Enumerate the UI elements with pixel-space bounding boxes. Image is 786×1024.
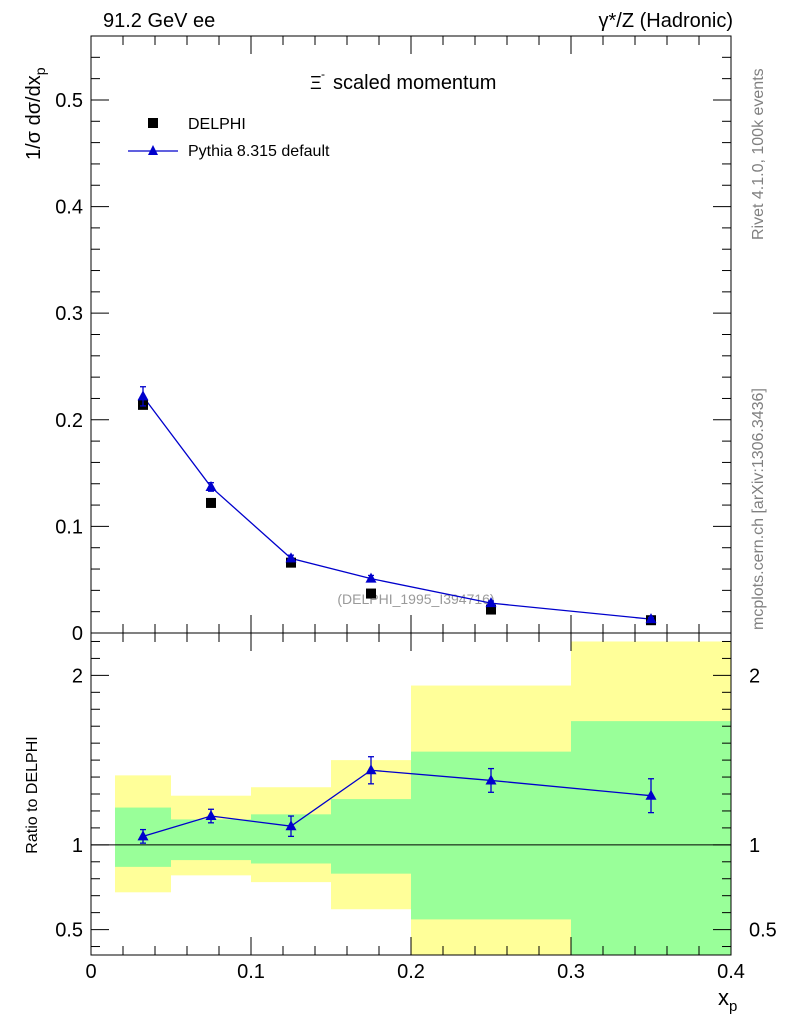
analysis-watermark: (DELPHI_1995_I394716) xyxy=(337,591,494,607)
main-ytick-label: 0.4 xyxy=(55,197,83,219)
energy-label: 91.2 GeV ee xyxy=(103,10,215,32)
pythia-point xyxy=(205,480,217,491)
title-text: scaled momentum xyxy=(333,72,496,94)
ratio-ytick-label-right: 0.5 xyxy=(749,920,777,942)
ratio-line xyxy=(142,769,652,837)
pythia-point xyxy=(485,597,497,608)
ratio-band-inner xyxy=(171,819,251,861)
title-symbol: Ξ xyxy=(310,73,322,93)
ratio-ytick-label: 1 xyxy=(72,835,83,857)
delphi-point xyxy=(486,604,496,615)
ratio-axis-ticks: 0.5 0.5 1 1 2 2 0 0.1 0.2 0.3 0.4 xyxy=(55,633,777,983)
ratio-band-inner xyxy=(571,721,731,955)
main-ytick-label: 0.3 xyxy=(55,303,83,325)
main-ylabel-text: 1/σ dσ/dxp xyxy=(23,67,48,160)
main-axis-ticks: 0 0.1 0.2 0.3 0.4 0.5 xyxy=(55,35,732,645)
xtick-label: 0 xyxy=(85,961,96,983)
xlabel: xp xyxy=(718,985,737,1015)
ratio-ytick-label: 0.5 xyxy=(55,920,83,942)
ratio-data-layer xyxy=(137,756,657,844)
main-ytick-label: 0.1 xyxy=(55,516,83,538)
main-data-layer xyxy=(137,386,657,626)
ratio-band-inner xyxy=(331,799,411,874)
ratio-ytick-label: 2 xyxy=(72,665,83,687)
pythia-line xyxy=(142,395,652,620)
pythia-point xyxy=(137,390,149,401)
ratio-point xyxy=(645,789,657,800)
xtick-label: 0.2 xyxy=(397,961,425,983)
main-ytick-label: 0 xyxy=(72,623,83,645)
ratio-uncertainty-bands xyxy=(115,641,731,955)
title-superscript: - xyxy=(321,67,325,81)
delphi-point xyxy=(366,588,376,599)
legend-label-pythia: Pythia 8.315 default xyxy=(188,143,330,160)
pythia-point xyxy=(285,552,297,563)
ratio-plot-frame xyxy=(90,632,732,956)
legend-marker-pythia xyxy=(148,145,158,155)
xtick-label: 0.1 xyxy=(237,961,265,983)
xtick-label: 0.4 xyxy=(717,961,745,983)
ratio-ylabel: Ratio to DELPHI xyxy=(24,736,41,853)
pythia-point xyxy=(365,572,377,583)
main-ytick-label: 0.5 xyxy=(55,90,83,112)
ratio-point xyxy=(137,830,149,841)
legend-marker-delphi xyxy=(148,118,158,128)
main-ytick-label: 0.2 xyxy=(55,410,83,432)
main-plot-frame xyxy=(90,35,732,634)
plot-title: Ξ - scaled momentum xyxy=(310,67,496,94)
delphi-point xyxy=(286,557,296,568)
ratio-point xyxy=(365,764,377,775)
ratio-ytick-label-right: 2 xyxy=(749,665,760,687)
ratio-point xyxy=(285,820,297,831)
ratio-point xyxy=(485,774,497,785)
xtick-label: 0.3 xyxy=(557,961,585,983)
source-label: mcplots.cern.ch [arXiv:1306.3436] xyxy=(750,388,767,630)
ratio-point xyxy=(205,810,217,821)
main-ylabel: 1/σ dσ/dxp xyxy=(23,67,48,160)
legend-label-delphi: DELPHI xyxy=(188,116,246,133)
delphi-point xyxy=(206,497,216,508)
process-label: γ*/Z (Hadronic) xyxy=(599,10,733,32)
pythia-point xyxy=(645,613,657,624)
rivet-label: Rivet 4.1.0, 100k events xyxy=(750,68,767,240)
legend: DELPHI Pythia 8.315 default xyxy=(128,116,330,160)
ratio-ytick-label-right: 1 xyxy=(749,835,760,857)
